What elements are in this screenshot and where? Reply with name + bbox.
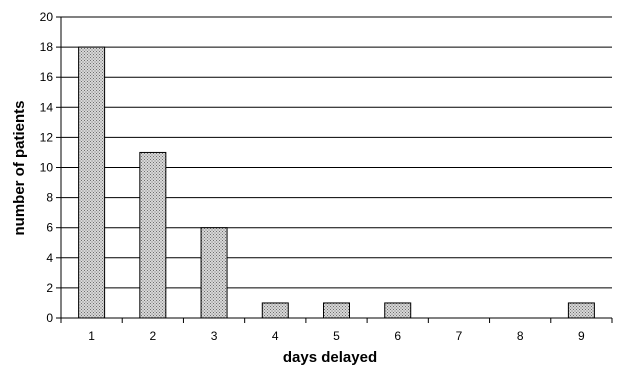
x-tick-label: 6	[394, 329, 401, 343]
y-tick-label: 20	[40, 10, 54, 24]
y-axis-title: number of patients	[11, 100, 28, 235]
y-tick-label: 8	[46, 191, 53, 205]
y-tick-label: 12	[40, 130, 54, 144]
x-tick-label: 4	[272, 329, 279, 343]
y-tick-label: 14	[40, 100, 54, 114]
x-tick-label: 8	[517, 329, 524, 343]
y-tick-label: 4	[46, 251, 53, 265]
x-tick-labels: 1 2 3 4 5 6 7 8 9	[88, 329, 585, 343]
bar-day-6	[384, 302, 412, 319]
y-tick-label: 16	[40, 70, 54, 84]
y-tick-label: 2	[46, 281, 53, 295]
x-tick-label: 3	[211, 329, 218, 343]
y-tick-label: 10	[40, 161, 54, 175]
x-axis-title: days delayed	[283, 349, 377, 366]
bar-day-4	[261, 302, 289, 319]
x-tick-label: 9	[578, 329, 585, 343]
axes	[56, 16, 613, 323]
y-tick-label: 6	[46, 221, 53, 235]
y-tick-labels: 0 2 4 6 8 10 12 14 16 18 20	[40, 10, 54, 325]
x-tick-label: 5	[333, 329, 340, 343]
bar-day-5	[323, 302, 350, 319]
bars	[78, 46, 595, 319]
bar-day-3	[200, 227, 228, 319]
y-tick-label: 18	[40, 40, 54, 54]
bar-day-1	[78, 46, 106, 319]
bar-day-2	[139, 151, 167, 319]
y-tick-label: 0	[46, 311, 53, 325]
x-tick-label: 7	[456, 329, 463, 343]
x-tick-label: 2	[149, 329, 156, 343]
bar-day-9	[567, 302, 595, 319]
x-tick-label: 1	[88, 329, 95, 343]
